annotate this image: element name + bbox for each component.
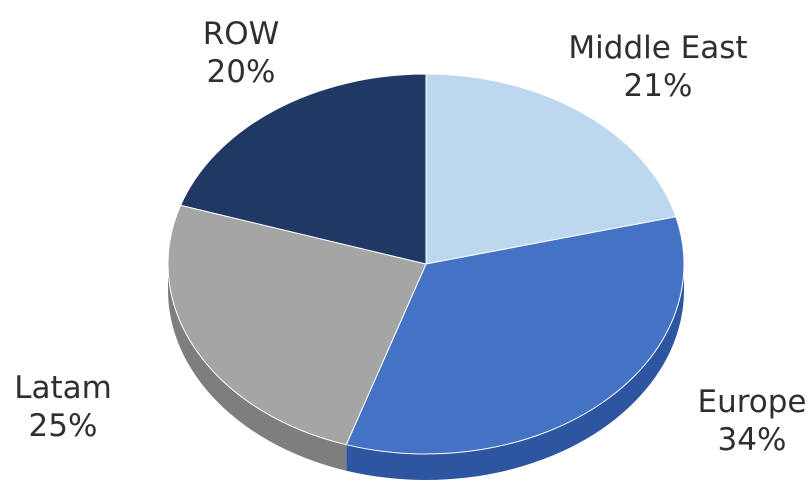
pie-slice-row	[179, 73, 427, 265]
pie-slice-middle-east	[425, 73, 677, 265]
pie-side-faces	[168, 264, 684, 480]
label-europe-percent: 34%	[717, 422, 787, 458]
label-row: ROW 20%	[203, 15, 280, 91]
label-latam-name: Latam	[14, 370, 112, 406]
label-europe: Europe 34%	[697, 383, 806, 459]
label-row-percent: 20%	[206, 54, 276, 90]
label-row-name: ROW	[202, 16, 280, 52]
label-europe-name: Europe	[697, 384, 807, 420]
label-middle-east: Middle East 21%	[568, 29, 747, 105]
pie-side-latam	[168, 264, 347, 471]
pie-side-europe	[346, 264, 684, 480]
pie-top-faces	[167, 73, 685, 455]
label-middle-east-name: Middle East	[568, 30, 748, 66]
label-latam: Latam 25%	[14, 369, 112, 445]
pie-slice-europe	[345, 216, 685, 455]
label-middle-east-percent: 21%	[623, 68, 693, 104]
pie-slice-latam	[167, 204, 427, 446]
label-latam-percent: 25%	[28, 408, 98, 444]
